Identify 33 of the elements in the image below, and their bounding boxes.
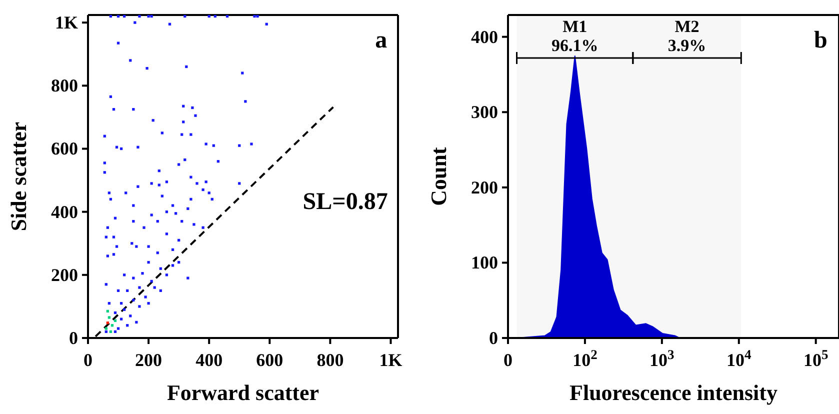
x-tick-label: 400 (196, 350, 223, 370)
y-tick-label: 300 (471, 102, 498, 122)
y-tick-label: 800 (51, 76, 78, 96)
y-tick-label: 200 (51, 264, 78, 285)
annotation: a (375, 27, 388, 54)
band-label: M1 96.1% (551, 16, 598, 55)
x-axis-title: Fluorescence intensity (570, 380, 778, 405)
y-axis-title: Side scatter (6, 122, 31, 232)
y-tick-label: 0 (69, 328, 78, 348)
x-tick-label: 10$^{3}$ (650, 346, 675, 370)
x-axis-title: Forward scatter (166, 380, 320, 405)
x-tick-label: 10$^{5}$ (803, 346, 828, 370)
point (104, 327, 108, 330)
x-tick-label: 10$^{2}$ (572, 346, 598, 370)
x-tick-label: 1K (379, 350, 402, 370)
x-tick-label: 800 (316, 350, 344, 370)
y-tick-label: 600 (51, 138, 78, 159)
point (108, 316, 111, 319)
y-tick-label: 400 (51, 202, 78, 222)
y-tick-label: 100 (471, 252, 498, 273)
y-tick-label: 1K (54, 12, 78, 33)
annotation: b (814, 27, 828, 54)
band-label: M2 3.9% (668, 16, 706, 55)
y-axis-title: Count (426, 146, 451, 206)
x-tick-label: 10$^{4}$ (726, 346, 752, 370)
annotation: SL=0.87 (302, 188, 388, 215)
x-tick-label: 0 (504, 350, 512, 370)
x-tick-label: 600 (256, 350, 284, 370)
y-tick-label: 0 (489, 328, 498, 348)
x-tick-label: 200 (135, 350, 162, 370)
y-tick-label: 400 (471, 26, 498, 47)
y-tick-label: 200 (471, 177, 498, 198)
x-tick-label: 0 (84, 350, 92, 370)
